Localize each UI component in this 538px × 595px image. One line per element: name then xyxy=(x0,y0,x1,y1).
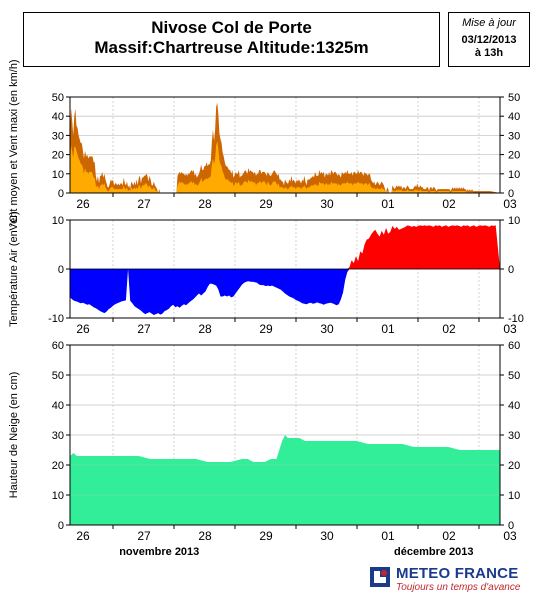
temp-ytick-label-right: -10 xyxy=(508,313,524,325)
wind-xtick-label: 01 xyxy=(381,197,395,211)
snow-ytick-label-left: 10 xyxy=(52,490,64,502)
temp-ytick-label-left: 10 xyxy=(52,215,64,227)
snow-frame-border xyxy=(69,344,501,526)
month-label: décembre 2013 xyxy=(394,546,474,558)
meteo-france-logo: METEO FRANCE Toujours un temps d'avance xyxy=(370,565,535,593)
snow-xtick-label: 03 xyxy=(503,529,517,543)
wind-ytick-label-left: 40 xyxy=(52,111,64,123)
logo-name: METEO FRANCE xyxy=(396,565,519,582)
snow-xtick-label: 29 xyxy=(259,529,273,543)
snow-ytick-label-right: 0 xyxy=(508,520,514,532)
temp-xtick-label: 28 xyxy=(198,322,212,336)
temperature-negative-area xyxy=(70,269,500,316)
snow-ytick-label-right: 40 xyxy=(508,400,520,412)
snow-depth-chart: 0 0 10 10 20 20 30 30 40 40 50 50 60 60 26 27 28 29 30 01 02… xyxy=(8,340,520,558)
wind-ytick-label-right: 50 xyxy=(508,92,520,104)
update-time: à 13h xyxy=(474,47,504,59)
wind-max-area xyxy=(70,102,500,193)
station-title: Nivose Col de Porte xyxy=(151,18,312,37)
wind-ytick-label-right: 30 xyxy=(508,130,520,142)
snow-xtick-label: 27 xyxy=(137,529,151,543)
temp-ylabel: Température Air (en °C) xyxy=(8,211,20,327)
update-label: Mise à jour xyxy=(462,17,516,29)
temp-ytick-label-right: 0 xyxy=(508,264,514,276)
snow-ytick-label-left: 30 xyxy=(52,430,64,442)
wind-xtick-label: 02 xyxy=(442,197,456,211)
update-box: Mise à jour 03/12/2013 à 13h xyxy=(448,12,530,67)
temp-ytick-label-left: -10 xyxy=(48,313,64,325)
wind-ytick-label-right: 20 xyxy=(508,150,520,162)
wind-xtick-label: 29 xyxy=(259,197,273,211)
temp-xtick-label: 02 xyxy=(442,322,456,336)
station-subtitle: Massif:Chartreuse Altitude:1325m xyxy=(94,38,369,57)
snow-ylabel: Hauteur de Neige (en cm) xyxy=(8,372,20,499)
snow-xtick-label: 02 xyxy=(442,529,456,543)
wind-mean-area xyxy=(70,141,500,193)
snow-xtick-label: 30 xyxy=(320,529,334,543)
meteo-france-logo-icon xyxy=(370,567,390,587)
wind-ytick-label-left: 50 xyxy=(52,92,64,104)
wind-ylabel: Vent moyen et Vent maxi (en km/h) xyxy=(8,59,20,230)
snow-ytick-label-left: 0 xyxy=(58,520,64,532)
snow-xtick-label: 26 xyxy=(76,529,90,543)
logo-tagline: Toujours un temps d'avance xyxy=(396,582,521,593)
wind-frame-border xyxy=(69,96,501,194)
wind-ytick-label-left: 10 xyxy=(52,169,64,181)
temp-xtick-label: 26 xyxy=(76,322,90,336)
wind-chart: 0 0 10 10 20 20 30 30 40 40 50 50 26 27 28 29 30 01 02 03 Ve… xyxy=(8,59,520,230)
wind-ytick-label-right: 40 xyxy=(508,111,520,123)
snow-ytick-label-right: 60 xyxy=(508,340,520,352)
temp-xtick-label: 27 xyxy=(137,322,151,336)
temp-frame-border xyxy=(69,219,501,319)
temperature-chart: -10 -10 0 0 10 10 26 27 28 29 30 01 02 03 Température … xyxy=(8,211,524,336)
snow-ytick-label-left: 40 xyxy=(52,400,64,412)
snow-ytick-label-right: 10 xyxy=(508,490,520,502)
wind-ytick-label-left: 0 xyxy=(58,188,64,200)
wind-xtick-label: 27 xyxy=(137,197,151,211)
snow-ytick-label-left: 50 xyxy=(52,370,64,382)
wind-ytick-label-right: 10 xyxy=(508,169,520,181)
month-label: novembre 2013 xyxy=(119,546,199,558)
snow-ytick-label-right: 50 xyxy=(508,370,520,382)
temp-xtick-label: 03 xyxy=(503,322,517,336)
temp-xtick-label: 30 xyxy=(320,322,334,336)
update-date: 03/12/2013 xyxy=(461,34,517,46)
snow-depth-area xyxy=(70,435,500,525)
wind-xtick-label: 30 xyxy=(320,197,334,211)
wind-ytick-label-left: 20 xyxy=(52,150,64,162)
title-box: Nivose Col de Porte Massif:Chartreuse Al… xyxy=(23,12,440,67)
temperature-positive-area xyxy=(70,225,500,269)
temp-ytick-label-right: 10 xyxy=(508,215,520,227)
snow-xtick-label: 01 xyxy=(381,529,395,543)
wind-xtick-label: 26 xyxy=(76,197,90,211)
snow-ytick-label-left: 20 xyxy=(52,460,64,472)
temp-ytick-label-left: 0 xyxy=(58,264,64,276)
snow-xtick-label: 28 xyxy=(198,529,212,543)
wind-ytick-label-left: 30 xyxy=(52,130,64,142)
temp-xtick-label: 01 xyxy=(381,322,395,336)
snow-ytick-label-left: 60 xyxy=(52,340,64,352)
snow-ytick-label-right: 30 xyxy=(508,430,520,442)
wind-xtick-label: 03 xyxy=(503,197,517,211)
snow-ytick-label-right: 20 xyxy=(508,460,520,472)
wind-ytick-label-right: 0 xyxy=(508,188,514,200)
wind-frame xyxy=(69,96,501,194)
temp-xtick-label: 29 xyxy=(259,322,273,336)
wind-xtick-label: 28 xyxy=(198,197,212,211)
